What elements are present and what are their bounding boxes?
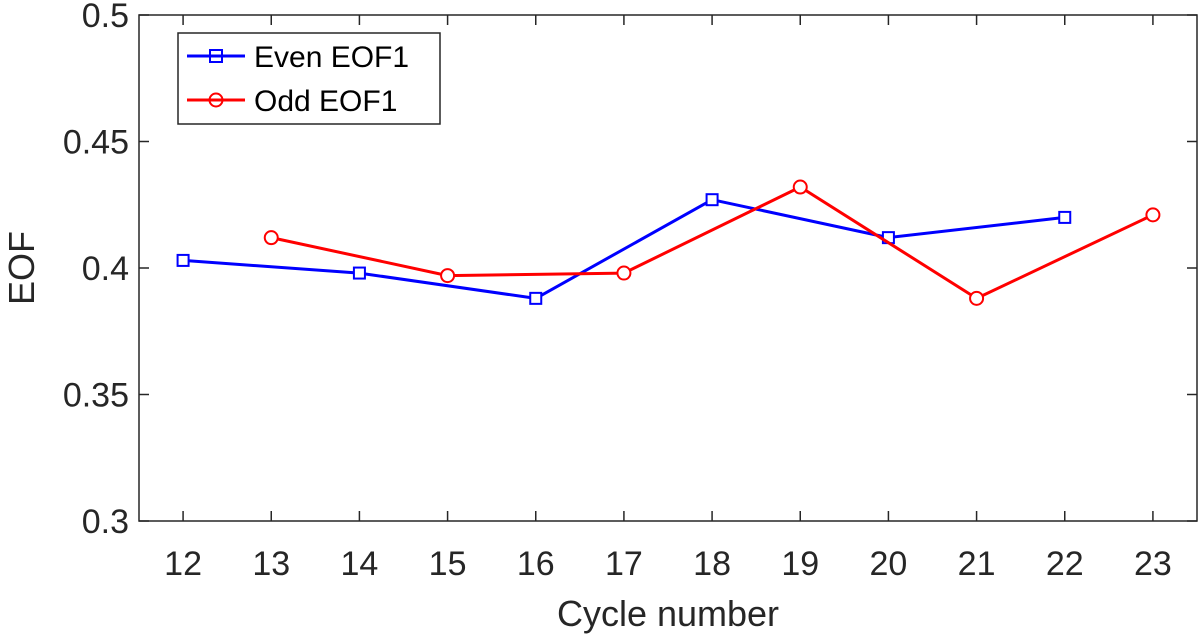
legend-box bbox=[177, 32, 441, 125]
x-tick-label: 18 bbox=[693, 545, 731, 583]
legend: Even EOF1 Odd EOF1 bbox=[177, 32, 441, 125]
x-tick-label: 23 bbox=[1134, 545, 1172, 583]
data-point-odd bbox=[1145, 207, 1161, 223]
x-axis-ticks: 12 13 14 15 16 17 18 19 20 21 22 23 bbox=[164, 15, 1172, 583]
series-line-0 bbox=[182, 198, 1065, 300]
x-tick-label: 19 bbox=[781, 545, 819, 583]
data-point-odd bbox=[440, 268, 456, 284]
data-point-even bbox=[705, 193, 719, 207]
data-point-even bbox=[352, 266, 366, 280]
legend-marker-odd bbox=[208, 92, 224, 108]
series-layer bbox=[176, 179, 1161, 306]
data-point-even bbox=[529, 291, 543, 305]
legend-marker-even bbox=[209, 49, 223, 63]
x-tick-label: 22 bbox=[1046, 545, 1084, 583]
data-point-odd bbox=[792, 179, 808, 195]
x-tick-label: 14 bbox=[341, 545, 379, 583]
x-tick-label: 13 bbox=[252, 545, 290, 583]
x-tick-label: 15 bbox=[429, 545, 467, 583]
y-axis-label: EOF bbox=[1, 231, 42, 305]
series-line-1 bbox=[270, 185, 1154, 300]
data-point-odd bbox=[263, 230, 279, 246]
y-tick-label: 0.4 bbox=[82, 250, 129, 288]
data-point-even bbox=[1058, 210, 1072, 224]
y-tick-label: 0.45 bbox=[63, 124, 129, 162]
y-tick-label: 0.5 bbox=[82, 0, 129, 35]
x-tick-label: 12 bbox=[164, 545, 202, 583]
data-point-even bbox=[176, 253, 190, 267]
x-tick-label: 16 bbox=[517, 545, 555, 583]
x-axis-label: Cycle number bbox=[557, 593, 779, 634]
x-tick-label: 20 bbox=[870, 545, 908, 583]
data-point-odd bbox=[969, 290, 985, 306]
legend-label-even: Even EOF1 bbox=[254, 41, 409, 74]
data-point-odd bbox=[616, 265, 632, 281]
x-tick-label: 21 bbox=[958, 545, 996, 583]
legend-label-odd: Odd EOF1 bbox=[254, 85, 397, 118]
y-axis-ticks: 0.3 0.35 0.4 0.45 0.5 bbox=[63, 0, 1197, 541]
y-tick-label: 0.3 bbox=[82, 503, 129, 541]
y-tick-label: 0.35 bbox=[63, 377, 129, 415]
x-tick-label: 17 bbox=[605, 545, 643, 583]
